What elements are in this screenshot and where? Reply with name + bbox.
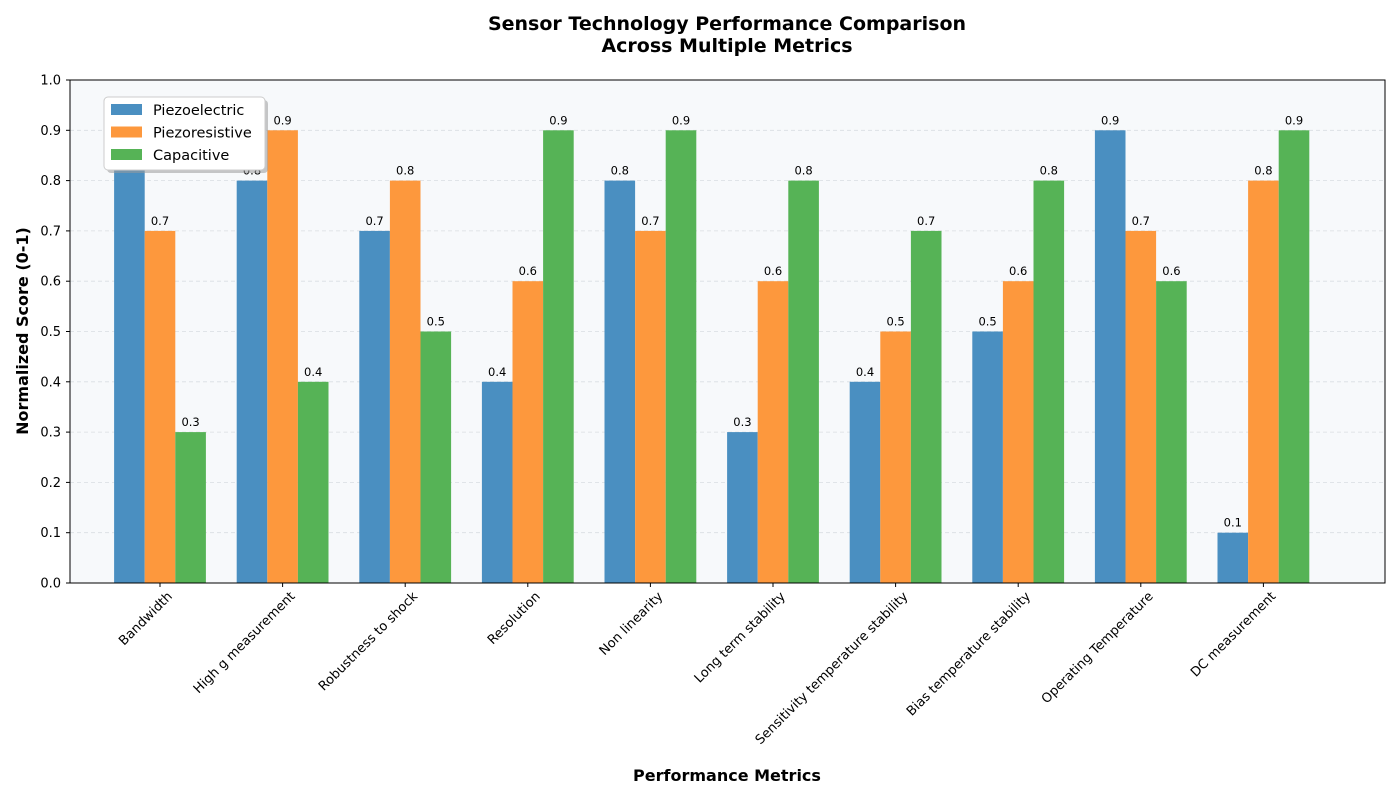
bar-piezoelectric — [114, 130, 145, 584]
legend-swatch-piezoresistive — [111, 126, 142, 138]
bar-piezoresistive — [512, 281, 544, 583]
bar-piezoresistive — [880, 331, 911, 583]
y-tick-label: 1.0 — [40, 74, 61, 89]
bar-value-label: 0.8 — [396, 164, 414, 178]
bar-value-label: 0.4 — [304, 365, 322, 379]
legend-box — [103, 96, 266, 171]
bar-value-label: 0.9 — [549, 113, 567, 127]
bar-value-label: 0.4 — [488, 365, 506, 379]
bar-piezoresistive — [144, 230, 176, 583]
x-tick-label: Long term stability — [692, 589, 789, 686]
y-tick-label: 0.6 — [40, 275, 61, 290]
bar-piezoresistive — [1125, 230, 1157, 583]
bar-capacitive — [1156, 281, 1187, 583]
y-tick-label: 0.4 — [40, 375, 61, 390]
bar-piezoresistive — [635, 230, 666, 583]
bar-value-label: 0.7 — [1132, 214, 1150, 228]
legend-swatch-piezoelectric — [111, 104, 142, 115]
bar-piezoelectric — [236, 180, 268, 583]
y-tick-label: 0.0 — [40, 577, 61, 592]
bar-value-label: 0.5 — [886, 315, 904, 329]
y-tick-label: 0.8 — [40, 174, 61, 189]
x-tick-label: Bandwidth — [116, 589, 176, 649]
bar-value-label: 0.7 — [641, 214, 659, 228]
bar-piezoresistive — [757, 281, 789, 583]
bar-value-label: 0.6 — [519, 264, 537, 278]
legend-label-piezoelectric: Piezoelectric — [153, 103, 244, 119]
y-tick-label: 0.5 — [40, 325, 61, 340]
bar-value-label: 0.8 — [1254, 164, 1272, 178]
bar-piezoresistive — [1248, 180, 1279, 583]
x-tick-label: Operating Temperature — [1039, 589, 1157, 707]
bar-value-label: 0.7 — [151, 214, 169, 228]
bar-value-label: 0.5 — [427, 315, 445, 329]
bar-piezoresistive — [389, 180, 421, 583]
bar-value-label: 0.3 — [733, 415, 751, 429]
chart-title-line-2: Across Multiple Metrics — [601, 35, 852, 57]
bar-piezoelectric — [1094, 130, 1126, 584]
bar-value-label: 0.9 — [273, 113, 291, 127]
bar-value-label: 0.7 — [365, 214, 383, 228]
x-tick-label: Sensitivity temperature stability — [753, 589, 912, 748]
bar-piezoelectric — [481, 381, 513, 583]
y-tick-label: 0.9 — [40, 124, 61, 139]
bar-value-label: 0.8 — [794, 164, 812, 178]
bar-piezoresistive — [1002, 281, 1034, 583]
legend-swatch-capacitive — [111, 149, 142, 160]
bar-piezoelectric — [972, 331, 1003, 583]
bar-piezoresistive — [267, 130, 298, 584]
bar-value-label: 0.7 — [917, 214, 935, 228]
y-tick-label: 0.2 — [40, 476, 61, 491]
bar-value-label: 0.1 — [1224, 516, 1242, 530]
bar-capacitive — [910, 230, 942, 583]
chart-title-line-1: Sensor Technology Performance Comparison — [488, 13, 966, 35]
legend: Piezoelectric Piezoresistive Capacitive — [103, 96, 268, 173]
y-tick-label: 0.3 — [40, 426, 61, 441]
bar-capacitive — [175, 432, 206, 583]
bar-value-label: 0.4 — [856, 365, 874, 379]
y-tick-label: 0.7 — [40, 224, 61, 239]
bar-value-label: 0.6 — [764, 264, 782, 278]
x-tick-label: Non linearity — [597, 589, 667, 659]
bar-capacitive — [543, 130, 574, 584]
x-tick-label: Resolution — [485, 589, 544, 648]
bar-capacitive — [1278, 130, 1310, 584]
y-tick-label: 0.1 — [40, 526, 61, 541]
bar-piezoelectric — [1217, 532, 1249, 583]
x-axis-label: Performance Metrics — [633, 766, 821, 785]
legend-label-capacitive: Capacitive — [153, 148, 229, 164]
bar-piezoelectric — [359, 230, 390, 583]
x-tick-label: High g measurement — [191, 589, 299, 697]
bar-piezoelectric — [849, 381, 881, 583]
bar-capacitive — [297, 381, 329, 583]
x-tick-label: DC measurement — [1188, 589, 1279, 680]
bar-value-label: 0.9 — [1101, 113, 1119, 127]
plot-frame — [69, 79, 1386, 584]
bar-value-label: 0.8 — [1040, 164, 1058, 178]
legend-label-piezoresistive: Piezoresistive — [153, 126, 252, 142]
bar-value-label: 0.8 — [611, 164, 629, 178]
bar-value-label: 0.6 — [1162, 264, 1180, 278]
bar-capacitive — [665, 130, 697, 584]
x-tick-label: Bias temperature stability — [904, 589, 1034, 719]
bar-piezoelectric — [604, 180, 636, 583]
x-tick-label: Robustness to shock — [316, 589, 421, 694]
bar-piezoelectric — [727, 432, 758, 583]
bar-value-label: 0.9 — [672, 113, 690, 127]
bar-capacitive — [420, 331, 452, 583]
bar-capacitive — [1033, 180, 1065, 583]
bar-value-label: 0.3 — [181, 415, 199, 429]
bar-value-label: 0.9 — [1285, 113, 1303, 127]
y-axis-label: Normalized Score (0-1) — [13, 227, 32, 435]
bar-value-label: 0.6 — [1009, 264, 1027, 278]
bar-value-label: 0.5 — [978, 315, 996, 329]
bar-capacitive — [788, 180, 819, 583]
